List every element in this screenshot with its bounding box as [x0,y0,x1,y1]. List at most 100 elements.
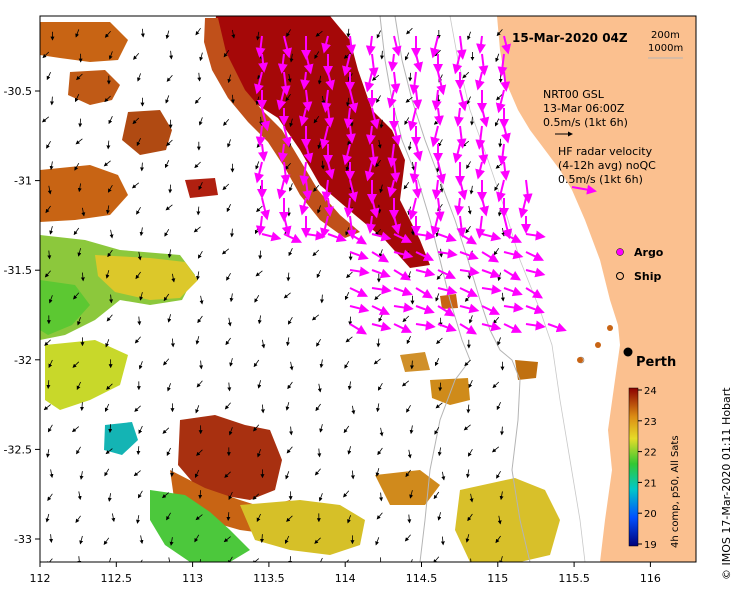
current-vector [166,74,173,82]
ship-legend-marker [616,272,624,280]
current-vector [286,29,291,37]
current-vector [496,470,501,479]
current-vector [344,292,350,301]
hf-vector [319,125,330,150]
current-vector [199,559,201,562]
hf-vector [342,53,352,77]
hf-vector [325,161,335,180]
hf-radar-vectors [254,35,567,335]
current-vector [223,536,231,543]
hf-vector [255,215,266,236]
current-vector [406,404,411,413]
hf-vector [496,179,506,203]
hf-vector [481,321,502,332]
map-title: 15-Mar-2020 04Z [512,31,628,45]
current-vector [405,469,411,478]
hf-vector [503,302,524,313]
hf-vector [299,161,310,186]
hf-vector [364,161,375,182]
current-vector [376,95,381,103]
current-vector [287,316,293,325]
current-vector [345,336,353,343]
hf-vector [368,53,379,78]
current-vector [317,448,322,458]
hf-vector [502,215,513,240]
sst-patch-south-hot [178,415,282,500]
current-vector [163,358,170,366]
hf-vector [387,179,397,198]
current-vector [199,360,204,370]
current-vector [256,31,260,41]
current-vector [104,403,110,412]
hf-vector [413,53,423,73]
hf-vector [453,107,464,127]
current-vector [343,490,350,498]
current-vector [193,226,201,233]
current-vector [138,425,143,434]
hf-vector [452,53,463,75]
current-vector [351,405,356,415]
argo-float-marker [607,325,613,331]
current-vector [408,72,413,82]
current-vector [106,314,113,322]
current-vector [139,227,144,237]
hf-vector [302,179,313,201]
hf-vector [371,268,391,279]
hf-vector [503,286,523,297]
current-vector [317,383,322,393]
current-vector [315,30,323,37]
current-vector [170,468,175,477]
current-vector [139,535,144,545]
hf-vector [456,35,467,60]
current-vector [79,471,84,480]
current-vector [107,249,113,258]
current-vector [104,468,110,477]
hf-vector [479,107,490,128]
plot-frame [39,15,697,563]
current-vector [162,427,170,434]
hf-vector [393,269,412,281]
current-vector [254,294,260,303]
current-vector [77,248,82,257]
current-vector [311,314,320,321]
sst-patch-west-orange [40,165,128,222]
current-vector [221,248,230,255]
current-vector [199,52,204,62]
hf-legend-line3: 0.5m/s (1kt 6h) [558,173,643,186]
hf-vector [459,233,478,245]
current-vector [104,30,111,38]
hf-vector [407,107,418,132]
current-vector [198,182,203,191]
current-vector [131,182,140,189]
current-vector [79,535,84,545]
hf-vector [437,285,458,296]
y-tick-label: -30.5 [4,85,32,98]
current-vector [260,404,265,414]
current-vector [136,515,140,524]
current-vector [74,94,80,103]
current-vector [314,51,320,59]
hf-vector [393,233,413,243]
hf-vector [257,143,268,162]
current-vector [260,534,265,543]
current-vector [379,492,384,502]
current-vector [140,28,145,38]
nrt-legend-line2: 13-Mar 06:00Z [543,102,625,115]
current-vector [289,426,294,436]
current-vector [376,512,383,520]
current-vector [500,292,505,302]
hf-vector [321,35,331,54]
hf-vector [349,266,370,277]
hf-vector [255,35,266,58]
hf-vector [525,267,546,278]
current-vector [286,337,290,347]
current-vector [75,515,81,523]
current-vector [227,74,232,84]
hf-vector [457,89,468,112]
x-axis: 112 112.5 113 113.5 114 114.5 115 115.5 116 [30,562,661,585]
hf-vector [391,215,401,235]
current-vector [289,118,294,128]
current-vector [316,270,321,279]
hf-vector [303,53,314,75]
current-vector [380,50,385,60]
